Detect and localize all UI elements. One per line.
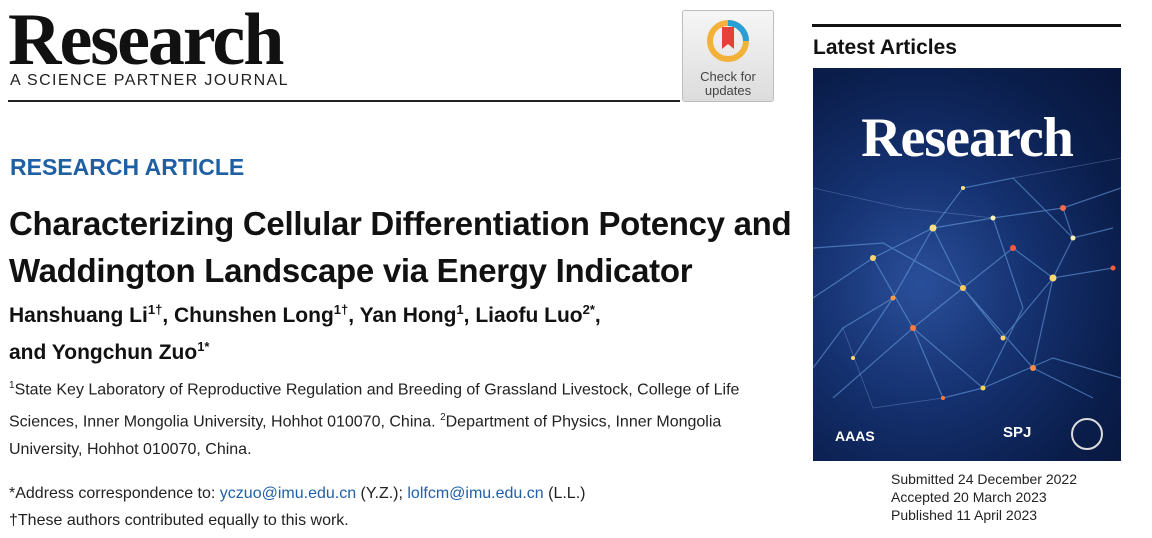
author-name[interactable]: Hanshuang Li — [9, 304, 148, 327]
email-link-luo[interactable]: lolfcm@imu.edu.cn — [407, 485, 544, 502]
author-name[interactable]: and Yongchun Zuo — [9, 341, 198, 364]
correspondence-note: *Address correspondence to: yczuo@imu.ed… — [9, 480, 585, 507]
check-updates-label-1: Check for — [700, 69, 756, 84]
latest-articles-heading[interactable]: Latest Articles — [813, 36, 957, 59]
check-updates-label-2: updates — [704, 83, 752, 98]
journal-cover-image[interactable]: Research AAAS SPJ — [813, 68, 1121, 461]
author-affiliation-marker: 1* — [197, 339, 210, 354]
cover-title: Research — [861, 107, 1074, 169]
crossmark-icon — [707, 20, 749, 62]
correspondence-suffix: (L.L.) — [543, 485, 586, 502]
author-list: Hanshuang Li1†, Chunshen Long1†, Yan Hon… — [9, 294, 769, 368]
accepted-date: Accepted 20 March 2023 — [891, 489, 1047, 505]
network-illustration — [813, 157, 1121, 409]
affiliations: 1State Key Laboratory of Reproductive Re… — [9, 372, 779, 463]
affiliation-1: State Key Laboratory of Reproductive Reg… — [9, 381, 740, 431]
article-type-label: RESEARCH ARTICLE — [10, 154, 245, 180]
published-date: Published 11 April 2023 — [891, 507, 1038, 523]
affiliation-2: Department of Physics, Inner Mongolia Un… — [9, 413, 722, 458]
author-affiliation-marker: 1† — [147, 302, 163, 317]
affiliation-marker: 1 — [9, 380, 15, 391]
affiliation-marker: 2 — [440, 411, 446, 423]
correspondence-prefix: *Address correspondence to: — [9, 485, 220, 502]
author-separator: , — [594, 304, 601, 327]
author-separator: , — [162, 304, 174, 327]
author-name[interactable]: Liaofu Luo — [475, 304, 583, 327]
sidebar-divider — [812, 24, 1121, 27]
equal-contribution-note: †These authors contributed equally to th… — [9, 512, 349, 529]
publication-dates: Submitted 24 December 2022 Accepted 20 M… — [891, 470, 1077, 524]
aaas-logo: AAAS — [835, 428, 875, 444]
check-for-updates-button[interactable]: Check for updates — [682, 10, 774, 102]
journal-title[interactable]: Research — [8, 0, 284, 81]
article-title: Characterizing Cellular Differentiation … — [9, 205, 792, 289]
seal-icon — [1071, 418, 1103, 450]
email-link-zuo[interactable]: yczuo@imu.edu.cn — [219, 485, 357, 502]
masthead-divider — [8, 100, 680, 102]
spj-logo: SPJ — [1003, 424, 1032, 441]
correspondence-mid: (Y.Z.); — [356, 485, 408, 502]
submitted-date: Submitted 24 December 2022 — [891, 471, 1077, 487]
author-name[interactable]: Chunshen Long — [173, 304, 334, 327]
author-separator: , — [348, 304, 360, 327]
author-separator: , — [463, 304, 476, 327]
author-name[interactable]: Yan Hong — [359, 304, 457, 327]
author-affiliation-marker: 2* — [582, 302, 595, 317]
author-affiliation-marker: 1† — [333, 302, 349, 317]
author-affiliation-marker: 1 — [456, 302, 464, 317]
journal-subtitle: A SCIENCE PARTNER JOURNAL — [10, 72, 289, 89]
